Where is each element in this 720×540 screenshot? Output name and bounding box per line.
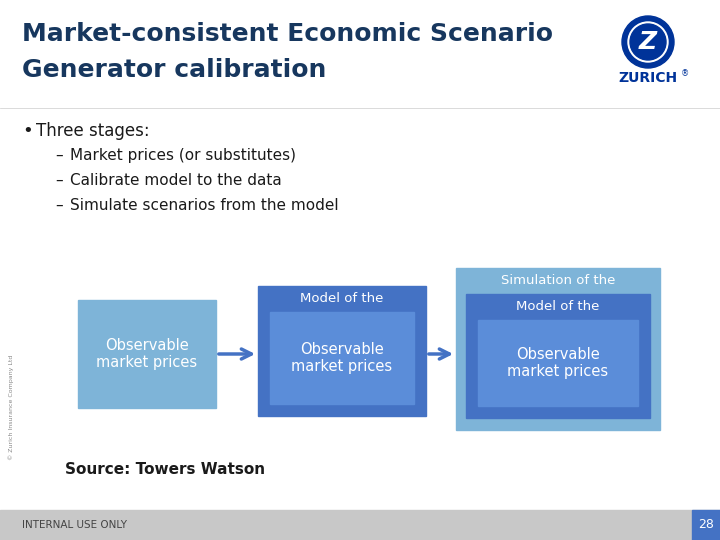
Text: INTERNAL USE ONLY: INTERNAL USE ONLY [22,520,127,530]
Text: Market-consistent Economic Scenario: Market-consistent Economic Scenario [22,22,553,46]
Text: Calibrate model to the data: Calibrate model to the data [70,173,282,188]
Text: –: – [55,173,63,188]
Bar [456,268,660,430]
Text: ZURICH: ZURICH [618,71,678,85]
Text: Three stages:: Three stages: [36,122,150,140]
Bar [78,300,216,408]
Text: Source: Towers Watson: Source: Towers Watson [65,462,265,477]
Text: Model of the: Model of the [300,293,384,306]
Text: 28: 28 [698,518,714,531]
Text: Simulate scenarios from the model: Simulate scenarios from the model [70,198,338,213]
Text: Market prices (or substitutes): Market prices (or substitutes) [70,148,296,163]
Bar [258,286,426,416]
Bar [466,294,650,418]
Bar [478,320,638,406]
Text: Model of the: Model of the [516,300,600,314]
Circle shape [622,16,674,68]
Text: Z: Z [639,30,657,54]
Text: –: – [55,148,63,163]
Bar [270,312,414,404]
Text: © Zurich Insurance Company Ltd: © Zurich Insurance Company Ltd [8,355,14,460]
Bar [692,510,720,540]
Circle shape [630,24,666,60]
Text: Simulation of the: Simulation of the [501,274,615,287]
Text: –: – [55,198,63,213]
Circle shape [628,22,668,62]
Bar [0,510,720,540]
Text: •: • [22,122,32,140]
Text: Observable
market prices: Observable market prices [96,338,197,370]
Text: Observable
market prices: Observable market prices [292,342,392,374]
Text: Generator calibration: Generator calibration [22,58,326,82]
Text: ®: ® [681,70,689,78]
Text: Observable
market prices: Observable market prices [508,347,608,379]
